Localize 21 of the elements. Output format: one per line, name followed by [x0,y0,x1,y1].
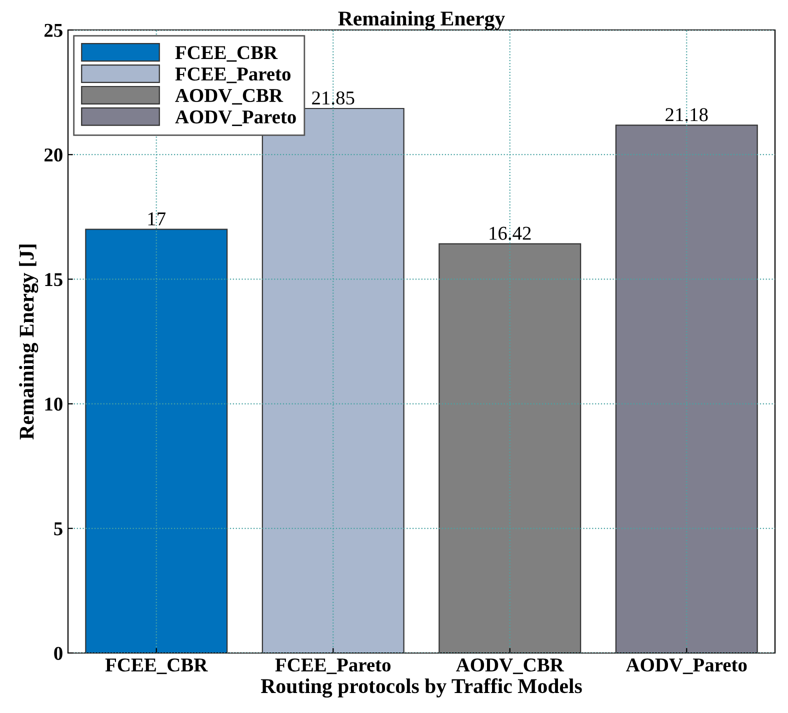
legend-label: FCEE_CBR [175,46,278,62]
y-tick-label: 10 [45,398,62,411]
data-label: 21.18 [666,108,708,122]
data-label: 21.85 [312,91,354,105]
y-tick-label: 20 [44,148,62,162]
x-axis-title: Routing protocols by Traffic Models [260,678,582,698]
y-tick-label: 5 [54,522,62,536]
x-tick-label: AODV_CBR [456,658,564,674]
x-tick-label: FCEE_CBR [105,658,208,674]
data-label: 17 [148,212,166,226]
chart-title: Remaining Energy [338,10,505,30]
x-tick-label: AODV_Pareto [626,658,747,674]
y-tick-label: 15 [45,273,62,286]
x-tick-label: FCEE_Pareto [275,658,391,674]
y-tick-label: 25 [44,24,62,37]
y-axis-title: Remaining Energy [J] [19,244,38,440]
legend-label: AODV_Pareto [175,110,296,126]
data-label: 16.42 [490,226,531,240]
y-tick-label: 0 [54,646,62,660]
legend-label: FCEE_Pareto [175,68,290,84]
legend-label: AODV_CBR [175,88,284,105]
